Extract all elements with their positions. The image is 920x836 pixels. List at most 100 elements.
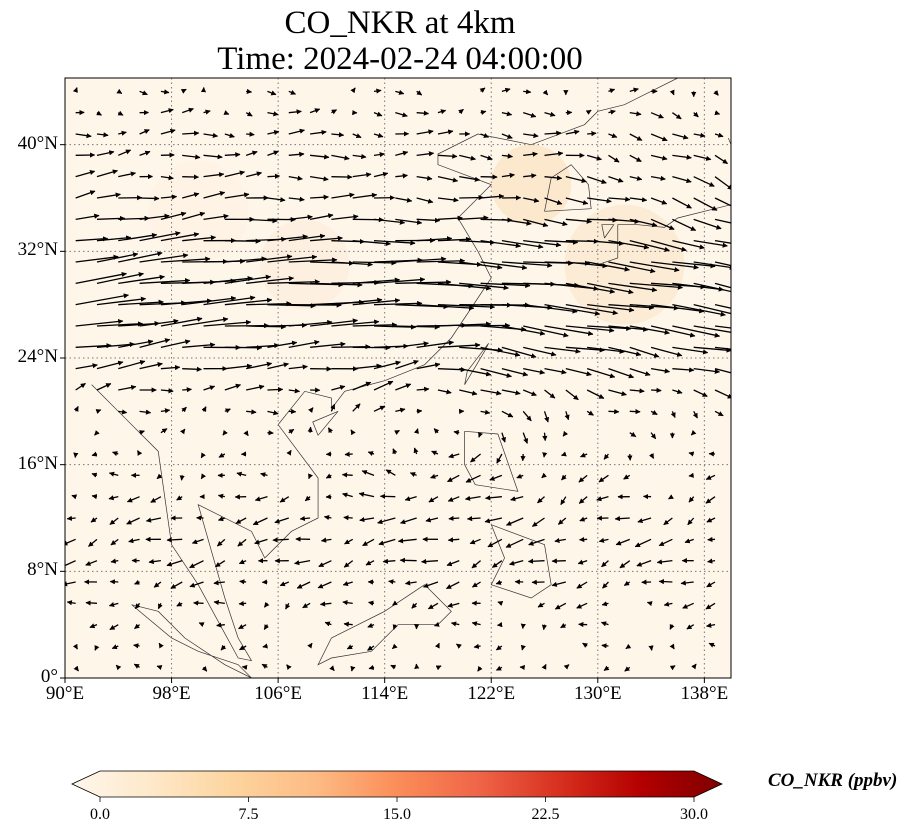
- wind-arrow: [310, 282, 363, 288]
- wind-arrow: [427, 602, 439, 610]
- wind-arrow: [480, 240, 522, 249]
- wind-arrow: [139, 231, 181, 242]
- wind-arrow: [395, 89, 405, 95]
- wind-arrow: [85, 600, 98, 606]
- wind-arrow: [126, 517, 140, 525]
- wind-arrow: [501, 172, 515, 179]
- wind-arrow: [682, 602, 694, 609]
- wind-arrow: [705, 496, 716, 504]
- wind-arrow: [416, 151, 435, 157]
- wind-arrow: [73, 406, 79, 412]
- wind-arrow: [576, 581, 588, 589]
- wind-arrow: [310, 154, 330, 160]
- wind-arrow: [650, 410, 658, 416]
- wind-arrow: [395, 150, 409, 156]
- wind-arrow: [565, 304, 619, 316]
- wind-arrow: [714, 346, 731, 350]
- wind-arrow: [352, 133, 362, 139]
- wind-arrow: [216, 538, 226, 547]
- wind-arrow: [331, 154, 350, 161]
- coastline: [131, 604, 252, 678]
- wind-arrow: [89, 623, 98, 629]
- wind-arrow: [542, 432, 548, 442]
- wind-arrow: [629, 218, 658, 228]
- wind-arrow: [614, 516, 630, 522]
- wind-arrow: [180, 428, 186, 435]
- wind-arrow: [565, 129, 580, 135]
- wind-arrow: [480, 154, 493, 161]
- wind-arrow: [213, 599, 225, 606]
- wind-arrow: [672, 197, 692, 209]
- wind-arrow: [200, 452, 206, 459]
- wind-arrow: [437, 282, 492, 291]
- wind-arrow: [522, 389, 537, 396]
- wind-arrow: [437, 321, 492, 327]
- wind-arrow: [75, 213, 100, 220]
- wind-arrow: [373, 171, 389, 178]
- wind-arrow: [245, 171, 263, 178]
- wind-vectors: [65, 86, 731, 672]
- wind-arrow: [561, 474, 567, 481]
- wind-arrow: [544, 218, 568, 227]
- wind-arrow: [577, 559, 588, 565]
- wind-arrow: [343, 515, 353, 521]
- wind-arrow: [156, 665, 163, 671]
- wind-arrow: [688, 496, 695, 503]
- wind-arrow: [561, 451, 567, 457]
- wind-arrow: [320, 537, 332, 543]
- wind-arrow: [182, 316, 229, 327]
- wind-arrow: [629, 87, 639, 93]
- wind-arrow: [109, 624, 119, 631]
- wind-arrow: [296, 581, 311, 589]
- wind-arrow: [302, 602, 311, 609]
- wind-arrow: [118, 149, 132, 156]
- wind-arrow: [96, 360, 124, 370]
- wind-arrow: [279, 496, 290, 503]
- wind-arrow: [464, 495, 481, 501]
- wind-arrow: [246, 324, 287, 330]
- wind-arrow: [331, 344, 371, 350]
- concentration-patch: [259, 219, 350, 310]
- wind-arrow: [307, 642, 313, 649]
- wind-arrow: [75, 343, 112, 349]
- colorbar-tick-label: 15.0: [383, 806, 411, 823]
- wind-arrow: [634, 538, 652, 548]
- wind-arrow: [220, 644, 227, 651]
- wind-arrow: [491, 560, 503, 568]
- colorbar-tick-marks: [99, 797, 695, 802]
- wind-arrow: [495, 645, 503, 651]
- wind-arrow: [516, 473, 524, 479]
- wind-arrow: [477, 665, 483, 672]
- wind-arrow: [395, 256, 447, 263]
- wind-arrow: [708, 642, 716, 648]
- wind-arrow: [453, 429, 460, 436]
- wind-arrow: [118, 274, 165, 284]
- wind-arrow: [166, 537, 183, 543]
- wind-arrow: [94, 644, 100, 651]
- wind-arrow: [586, 176, 607, 184]
- wind-arrow: [471, 621, 481, 627]
- wind-arrow: [179, 475, 185, 481]
- wind-arrow: [108, 495, 119, 501]
- wind-arrow: [587, 240, 625, 246]
- wind-arrow: [714, 110, 721, 116]
- lat-tick-label: 8°N: [27, 559, 58, 581]
- wind-arrow: [344, 538, 354, 545]
- wind-arrow: [714, 218, 731, 224]
- wind-arrow: [480, 346, 521, 357]
- wind-arrow: [672, 261, 716, 269]
- wind-arrow: [329, 665, 335, 672]
- wind-arrow: [416, 197, 434, 204]
- wind-arrow: [395, 383, 412, 391]
- wind-arrow: [203, 172, 225, 178]
- wind-arrow: [203, 385, 216, 391]
- wind-arrow: [310, 318, 359, 327]
- wind-arrow: [198, 622, 205, 628]
- wind-arrow: [224, 238, 261, 244]
- wind-arrow: [706, 581, 716, 588]
- wind-arrow: [563, 664, 570, 670]
- wind-arrow: [160, 339, 191, 348]
- wind-arrow: [714, 389, 731, 399]
- wind-arrow: [496, 453, 503, 464]
- wind-arrow: [288, 257, 338, 263]
